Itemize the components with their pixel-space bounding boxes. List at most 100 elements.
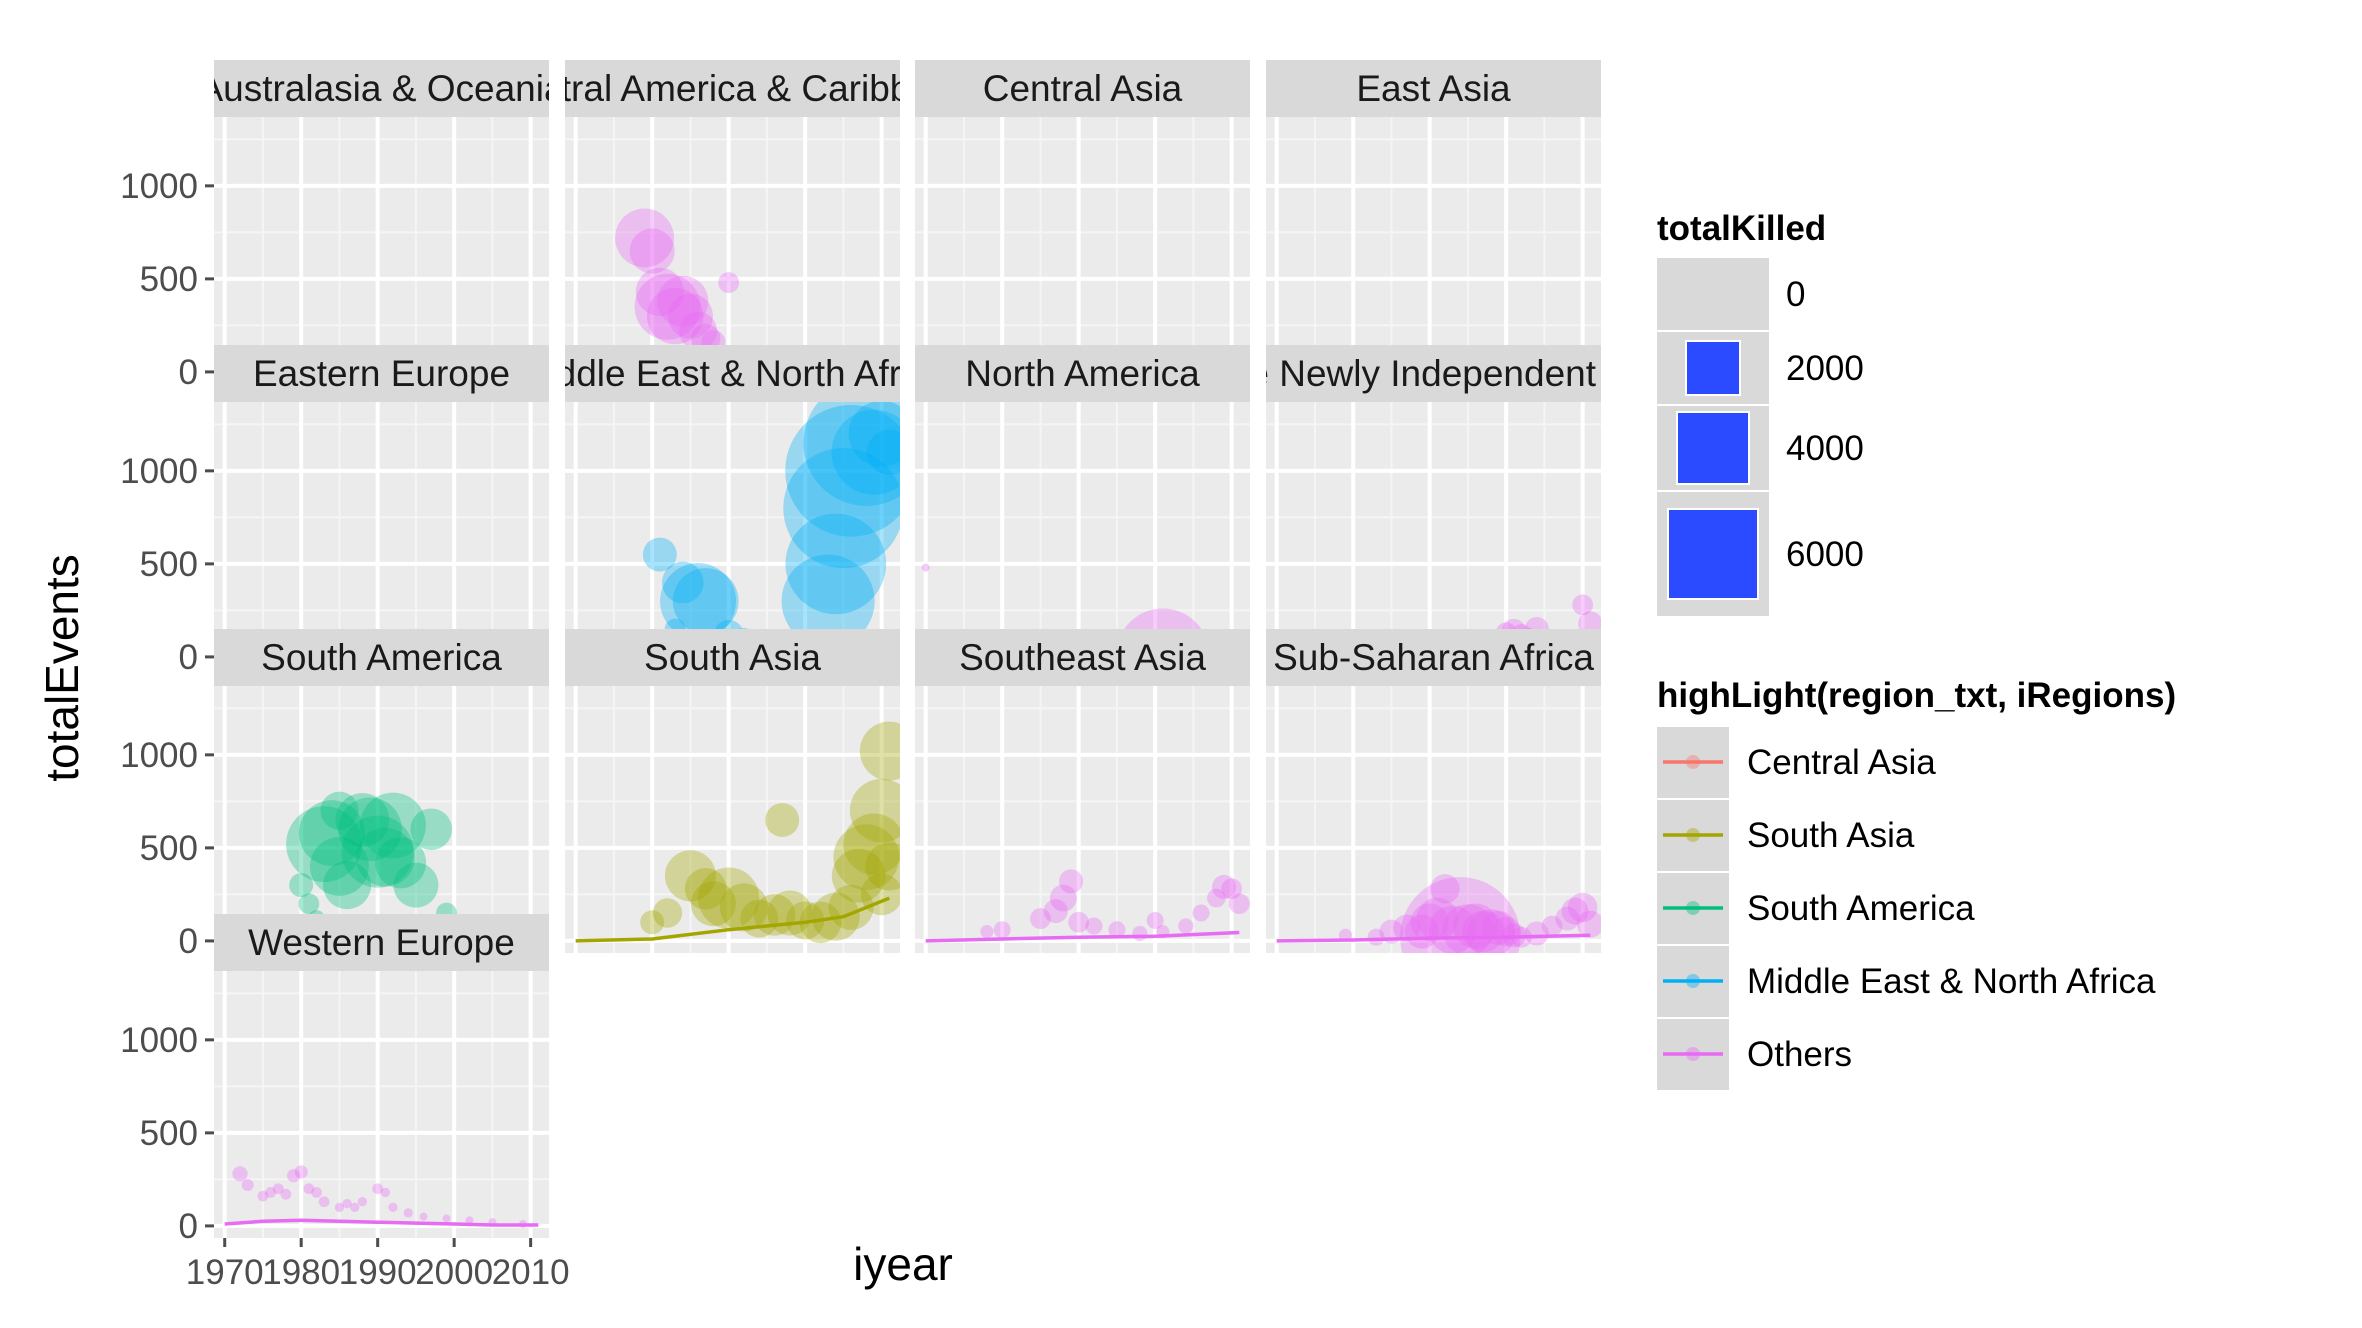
color-legend-point	[1686, 755, 1700, 769]
y-tick-label: 500	[140, 1114, 198, 1153]
y-tick-label: 500	[140, 545, 198, 584]
data-point	[338, 797, 402, 862]
y-tick-label: 1000	[120, 167, 198, 206]
panel-data	[224, 791, 544, 945]
facet-panel: Eastern Europe	[214, 345, 549, 669]
facet-strip	[1266, 629, 1601, 686]
size-legend: 0 2000 4000 6000	[1657, 258, 1864, 616]
facet-panel: Southeast Asia	[915, 629, 1250, 953]
data-point	[646, 287, 704, 345]
size-legend-swatch	[1667, 508, 1759, 600]
data-point	[388, 1202, 398, 1212]
data-point	[1541, 915, 1563, 937]
facet-panel: South Asia	[565, 629, 900, 953]
data-point	[667, 293, 713, 339]
data-point	[1428, 905, 1477, 953]
color-legend-label: Middle East & North Africa	[1747, 962, 2156, 1001]
data-point	[1572, 594, 1594, 616]
facet-title: Sub-Saharan Africa	[1273, 637, 1594, 678]
data-point	[393, 862, 439, 908]
color-legend-point	[1686, 974, 1700, 988]
data-point	[375, 837, 427, 889]
facet-strip	[1266, 345, 1601, 402]
data-point	[350, 1202, 360, 1212]
data-point	[1207, 888, 1226, 908]
data-point	[1400, 877, 1521, 953]
data-point	[765, 802, 800, 837]
panel-data	[224, 1165, 539, 1229]
panel-background	[1266, 402, 1601, 669]
data-point	[318, 1196, 330, 1208]
data-point	[341, 815, 414, 888]
data-point	[843, 813, 900, 875]
data-point	[652, 898, 683, 928]
data-point	[286, 1169, 301, 1183]
data-point	[661, 561, 704, 604]
data-point	[1410, 903, 1449, 942]
data-point	[410, 808, 453, 851]
facet-strip	[214, 914, 549, 971]
data-point	[334, 1202, 345, 1212]
data-point	[323, 861, 372, 910]
data-point	[866, 429, 900, 475]
color-legend-label: South America	[1747, 889, 1975, 928]
data-point	[781, 554, 875, 648]
facet-strip	[565, 345, 900, 402]
facet-title: Western Europe	[248, 922, 515, 963]
x-tick-label: 1980	[262, 1253, 340, 1292]
panel-background	[565, 117, 900, 384]
data-point	[1393, 914, 1421, 942]
data-point	[1049, 884, 1077, 912]
trend-line	[925, 930, 1240, 943]
facet-panel: Australasia & Oceania	[198, 60, 565, 384]
data-point	[442, 1214, 451, 1223]
data-point	[785, 405, 900, 537]
data-point	[280, 1188, 292, 1200]
size-legend-swatch	[1685, 340, 1741, 396]
data-point	[286, 806, 363, 883]
data-point	[831, 409, 900, 495]
data-point	[1462, 910, 1505, 953]
x-axis-title: iyear	[853, 1238, 953, 1290]
data-point	[1228, 893, 1250, 915]
data-point	[799, 901, 842, 944]
y-tick-label: 500	[140, 829, 198, 868]
y-axis-title: totalEvents	[36, 554, 88, 782]
data-point	[698, 867, 760, 929]
panel-background	[214, 402, 549, 669]
data-point	[1567, 892, 1598, 923]
y-tick-label: 0	[179, 353, 198, 392]
data-point	[615, 208, 674, 268]
data-point	[679, 311, 718, 350]
data-point	[1043, 899, 1068, 924]
data-point	[786, 901, 825, 940]
facet-strip	[565, 60, 900, 117]
data-point	[311, 1187, 322, 1198]
facet-title: Eastern Europe	[253, 353, 510, 394]
size-legend-key	[1657, 258, 1769, 330]
facet-title: Southeast Asia	[959, 637, 1206, 678]
data-point	[1524, 921, 1549, 946]
facet-strip	[214, 345, 549, 402]
facet-title: Australasia & Oceania	[198, 68, 565, 109]
data-point	[232, 1166, 248, 1182]
y-tick-label: 0	[179, 922, 198, 961]
data-point	[257, 1190, 269, 1202]
facet-strip	[214, 629, 549, 686]
facet-strip	[214, 60, 549, 117]
data-point	[241, 1178, 254, 1191]
data-point	[672, 568, 739, 635]
data-point	[1132, 925, 1148, 942]
data-point	[1442, 904, 1494, 953]
data-point	[1030, 908, 1051, 929]
data-point	[360, 792, 426, 859]
size-legend-swatch	[1676, 411, 1750, 485]
facet-panel: East Asia	[1266, 60, 1601, 384]
facet-strip	[915, 345, 1250, 402]
data-point	[629, 228, 675, 274]
data-point	[465, 1216, 474, 1225]
data-point	[849, 778, 900, 843]
data-point	[372, 1183, 384, 1195]
facet-strip	[1266, 60, 1601, 117]
data-point	[690, 881, 736, 927]
